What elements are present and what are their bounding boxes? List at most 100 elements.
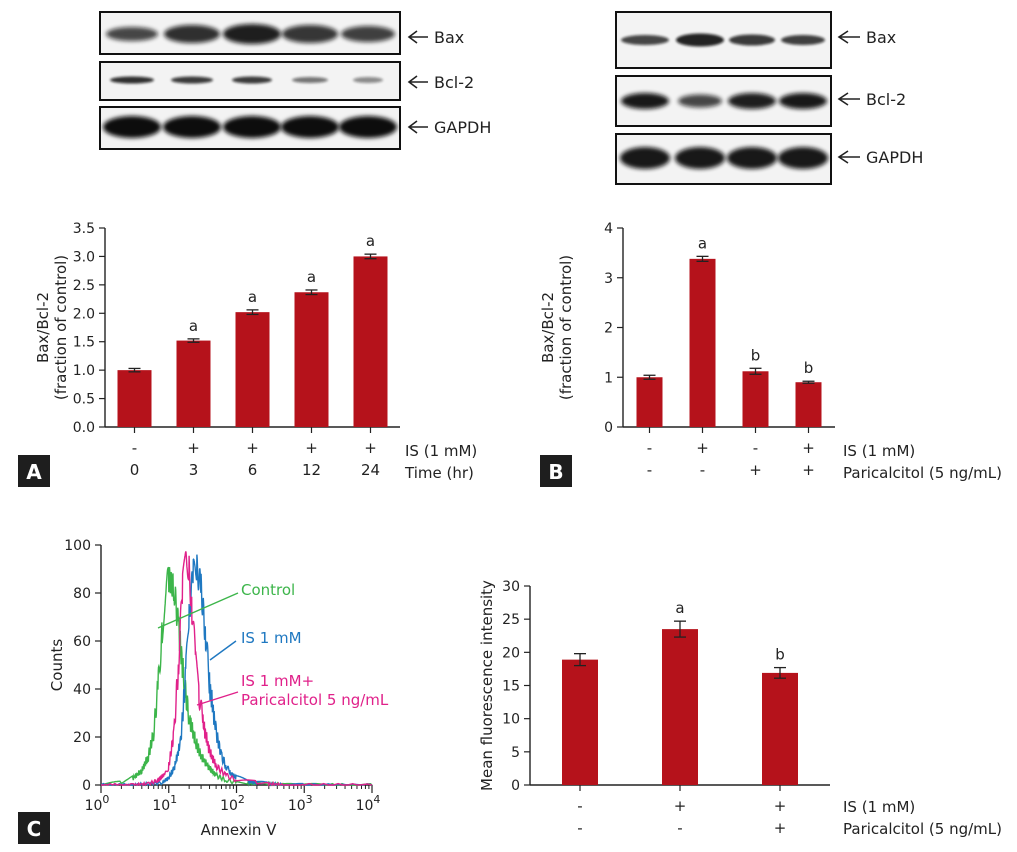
blot-band [281,116,339,138]
y-tick-label: 30 [502,579,520,595]
series-line-control [100,566,373,787]
svg-text:A: A [26,460,42,484]
x-category-paricalcitol: + [774,819,787,837]
blot-band [621,35,669,45]
svg-text:C: C [27,817,42,841]
x-category-time: 12 [302,461,321,479]
x-category-is: + [246,439,259,457]
y-tick-label: 1.0 [73,363,95,379]
y-axis-label: (fraction of control) [557,255,575,400]
blot-band [232,76,272,84]
blot-label: Bax [866,28,896,47]
x-category-paricalcitol: - [677,819,682,837]
blot-band [339,116,397,138]
bar [762,672,798,785]
svg-text:B: B [548,460,563,484]
y-tick-label: 3 [604,271,613,287]
blot-label: GAPDH [434,118,491,137]
row-label-time-a: Time (hr) [404,464,474,482]
x-tick-label: 100 [85,793,110,814]
y-tick-label: 1 [604,370,613,386]
y-tick-label: 20 [73,730,91,746]
x-category-time: 0 [130,461,140,479]
row-label-is-a: IS (1 mM) [405,442,477,460]
significance-letter: b [775,646,785,664]
blot-band [729,34,775,46]
significance-letter: a [307,268,316,286]
legend-leader [157,592,239,629]
legend-leader [209,640,237,661]
row-label-is-b: IS (1 mM) [843,442,915,460]
blot-band [778,147,828,169]
blot-band [223,24,281,44]
y-tick-label: 0.5 [73,392,95,408]
blot-band [678,94,722,108]
blot-b-label-gapdh: GAPDH [837,148,923,167]
x-category-paricalcitol: - [647,461,652,479]
x-category-paricalcitol: - [577,819,582,837]
significance-letter: a [189,317,198,335]
blot-band [620,147,670,169]
y-axis-label: Bax/Bcl-2 [34,292,52,363]
x-category-time: 24 [361,461,380,479]
bar [689,258,716,427]
blot-band [727,147,777,169]
blot-b-labels: Bax Bcl-2 GAPDH [837,28,923,167]
chart-b-bax-bcl2-paricalcitol: 0 1 2 3 4 Bax/Bcl-2 (fraction of control) - - a + -… [539,221,835,479]
x-tick-label: 101 [152,793,177,814]
legend-label-is-paricalcitol-2: Paricalcitol 5 ng/mL [241,691,389,709]
blot-band [676,33,724,47]
x-category-is: - [753,439,758,457]
significance-letter: a [248,288,257,306]
bar [294,292,329,427]
bar [235,312,270,427]
row-label-paricalcitol-b: Paricalcitol (5 ng/mL) [843,464,1002,482]
blot-a-labels: Bax Bcl-2 GAPDH [407,28,491,137]
x-category-paricalcitol: - [700,461,705,479]
significance-letter: b [751,346,761,364]
panel-label-c: C [18,812,50,844]
x-category-is: + [364,439,377,457]
blot-a-label-bcl2: Bcl-2 [407,73,474,92]
y-tick-label: 80 [73,586,91,602]
y-tick-label: 3.5 [73,221,95,237]
y-tick-label: 0 [82,778,91,794]
blot-band [106,27,158,41]
x-category-is: + [305,439,318,457]
western-blot-panel-b [615,11,832,185]
chart-a-bax-bcl2-time: 0.0 0.5 1.0 1.5 2.0 2.5 3.0 3.5 Bax/Bcl-2 (fracti… [34,221,400,479]
x-category-is: + [696,439,709,457]
significance-letter: a [698,234,707,252]
bar [117,370,152,427]
blot-label: Bcl-2 [866,90,906,109]
y-tick-label: 25 [502,612,520,628]
arrow-left-icon [407,120,428,134]
bar [353,256,388,427]
bar [636,377,663,427]
significance-letter: a [675,599,684,617]
blot-band [163,116,221,138]
y-tick-label: 10 [502,712,520,728]
blot-band [223,116,281,138]
western-blot-panel-a [99,11,401,150]
legend-label-is: IS 1 mM [241,629,302,647]
blot-band [779,93,827,109]
y-axis-label: Counts [48,639,66,692]
y-tick-label: 1.5 [73,335,95,351]
blot-band [728,93,776,109]
y-tick-label: 0 [604,420,613,436]
panel-label-a: A [18,455,50,487]
arrow-left-icon [837,30,860,44]
bar [662,629,698,785]
x-category-paricalcitol: + [802,461,815,479]
blot-band [103,116,161,138]
x-category-is: - [577,797,582,815]
y-axis-label: Mean fluorescence intensity [478,580,496,791]
y-tick-label: 2.0 [73,306,95,322]
significance-letter: b [804,359,814,377]
x-category-is: + [774,797,787,815]
significance-letter: a [366,232,375,250]
legend-leader [196,691,239,706]
x-tick-label: 103 [288,793,313,814]
